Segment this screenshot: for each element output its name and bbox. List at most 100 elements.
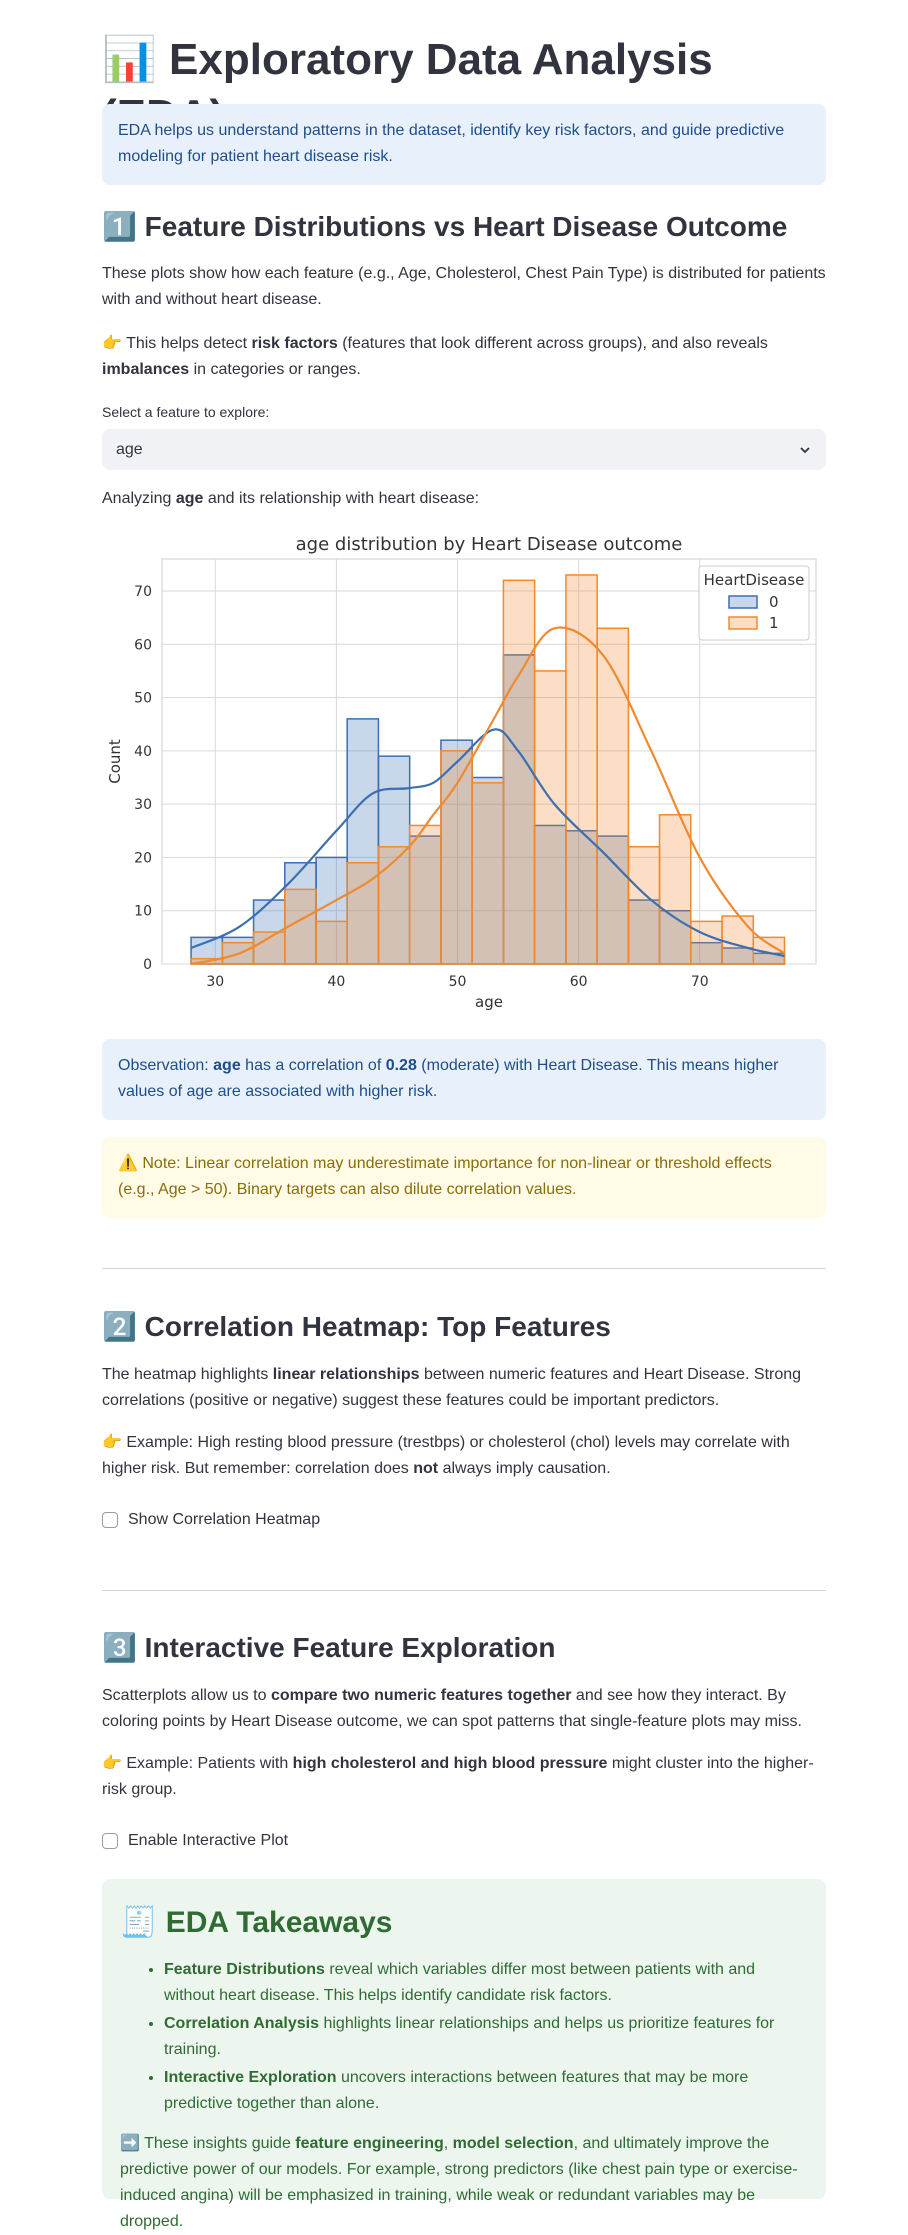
paragraph: 👉 Example: High resting blood pressure (… — [102, 1430, 826, 1482]
y-tick-label: 10 — [134, 904, 152, 920]
histogram-bar — [533, 670, 567, 965]
text-run: might cluster into the higher-risk group… — [102, 1755, 814, 1798]
bold-text: Interactive Exploration — [164, 2069, 337, 2086]
select-value: age — [116, 440, 143, 458]
note-box: ⚠️ Note: Linear correlation may underest… — [102, 1137, 826, 1218]
histogram-bar — [565, 830, 598, 965]
text-run: , — [443, 2135, 453, 2152]
histogram-bar — [596, 835, 630, 965]
interactive-checkbox[interactable]: Enable Interactive Plot — [102, 1828, 826, 1854]
legend-label: 1 — [769, 614, 779, 632]
section-title: Feature Distributions vs Heart Disease O… — [144, 211, 788, 242]
text-run: ⚠️ Note: Linear correlation may underest… — [118, 1155, 772, 1198]
bold-text: model selection — [452, 2135, 574, 2152]
x-tick-label: 50 — [449, 974, 467, 990]
histogram-bar — [502, 579, 536, 965]
text-run: 👉 Example: High resting blood pressure (… — [102, 1434, 790, 1477]
histogram-bar — [502, 654, 536, 965]
takeaways-box: 🧾 EDA Takeaways Feature Distributions re… — [102, 1879, 826, 2230]
text-run: and see how they interact. By coloring p… — [102, 1687, 802, 1730]
takeaways-icon: 🧾 — [120, 1906, 158, 1939]
kde-curve — [190, 626, 786, 966]
y-tick-label: 0 — [143, 957, 152, 973]
kde-curve — [190, 728, 785, 958]
checkbox-box[interactable] — [102, 1833, 118, 1849]
section-icon: 3️⃣ — [102, 1632, 137, 1663]
legend-swatch — [728, 616, 758, 630]
checkbox-box[interactable] — [102, 1512, 118, 1528]
bold-text: imbalances — [102, 361, 190, 378]
text-run: Scatterplots allow us to — [102, 1687, 271, 1704]
legend-frame — [698, 565, 810, 641]
y-tick-label: 40 — [134, 744, 152, 760]
takeaways-list: Feature Distributions reveal which varia… — [120, 1957, 808, 2117]
paragraph: Scatterplots allow us to compare two num… — [102, 1683, 826, 1735]
histogram-bar — [408, 824, 442, 965]
text-run: Analyzing — [102, 490, 176, 507]
divider — [102, 1590, 826, 1591]
histogram-bar — [690, 920, 723, 965]
x-tick-label: 70 — [691, 974, 709, 990]
y-axis-label: Count — [106, 739, 124, 784]
text-run: always imply causation. — [438, 1460, 611, 1477]
histogram-bar — [440, 750, 473, 965]
heatmap-checkbox[interactable]: Show Correlation Heatmap — [102, 1507, 826, 1533]
feature-select[interactable]: age — [102, 429, 826, 470]
text-run: 👉 Example: Patients with — [102, 1755, 293, 1772]
x-tick-label: 40 — [327, 974, 345, 990]
text-run: and its relationship with heart disease: — [203, 490, 480, 507]
bold-text: not — [413, 1460, 439, 1477]
takeaway-item: Interactive Exploration uncovers interac… — [164, 2065, 808, 2117]
legend-title: HeartDisease — [704, 571, 805, 589]
takeaway-item: Feature Distributions reveal which varia… — [164, 1957, 808, 2009]
text-run: The heatmap highlights — [102, 1366, 273, 1383]
histogram-bar — [627, 846, 661, 965]
section-heading: 2️⃣ Correlation Heatmap: Top Features — [102, 1309, 826, 1345]
legend-swatch — [728, 595, 758, 609]
text-run: (moderate) with Heart Disease. This mean… — [118, 1057, 779, 1100]
takeaways-closing: ➡️ These insights guide feature engineer… — [120, 2131, 808, 2235]
title-icon: 📊 — [102, 35, 157, 84]
x-tick-label: 60 — [570, 974, 588, 990]
text-run: between numeric features and Heart Disea… — [102, 1366, 802, 1409]
text-run: Observation: — [118, 1057, 214, 1074]
y-tick-label: 60 — [134, 637, 152, 653]
text-run: reveal which variables differ most betwe… — [164, 1961, 756, 2004]
section-title: Interactive Feature Exploration — [144, 1632, 556, 1663]
y-tick-label: 70 — [134, 584, 152, 600]
paragraph: 👉 Example: Patients with high cholestero… — [102, 1751, 826, 1803]
histogram-bar — [658, 814, 692, 965]
bold-text: Feature Distributions — [164, 1961, 325, 1978]
y-tick-label: 30 — [134, 797, 152, 813]
text-run: These plots show how each feature (e.g.,… — [102, 265, 826, 308]
paragraph: 👉 This helps detect risk factors (featur… — [102, 331, 826, 383]
bold-text: age — [175, 490, 204, 507]
title-text: Exploratory Data Analysis (EDA) — [102, 35, 713, 140]
text-run: (features that look different across gro… — [337, 335, 768, 352]
x-tick-label: 30 — [206, 974, 224, 990]
checkbox-label: Show Correlation Heatmap — [128, 1511, 321, 1528]
section-icon: 1️⃣ — [102, 211, 137, 242]
bold-text: age — [213, 1057, 241, 1074]
text-run: 👉 This helps detect — [102, 335, 252, 352]
histogram-bar — [471, 782, 505, 965]
text-run: highlights linear relationships and help… — [164, 2015, 775, 2058]
text-run: has a correlation of — [240, 1057, 386, 1074]
histogram-bar — [315, 920, 348, 965]
chevron — [800, 446, 810, 453]
select-label: Select a feature to explore: — [102, 404, 270, 420]
section-heading: 1️⃣ Feature Distributions vs Heart Disea… — [102, 209, 826, 245]
histogram-bar — [377, 846, 411, 965]
legend-label: 0 — [769, 593, 779, 611]
observation-box: Observation: age has a correlation of 0.… — [102, 1039, 826, 1120]
intro-box: EDA helps us understand patterns in the … — [102, 104, 826, 185]
bold-text: high cholesterol and high blood pressure — [292, 1755, 608, 1772]
page: {"header":{"icon":"📊","title":"Explorato… — [0, 0, 908, 2132]
text-run: ➡️ These insights guide — [120, 2135, 296, 2152]
section-icon: 2️⃣ — [102, 1311, 137, 1342]
bold-text: linear relationships — [272, 1366, 420, 1383]
histogram-bar — [596, 627, 630, 965]
y-tick-label: 50 — [134, 691, 152, 707]
paragraph: These plots show how each feature (e.g.,… — [102, 261, 826, 313]
